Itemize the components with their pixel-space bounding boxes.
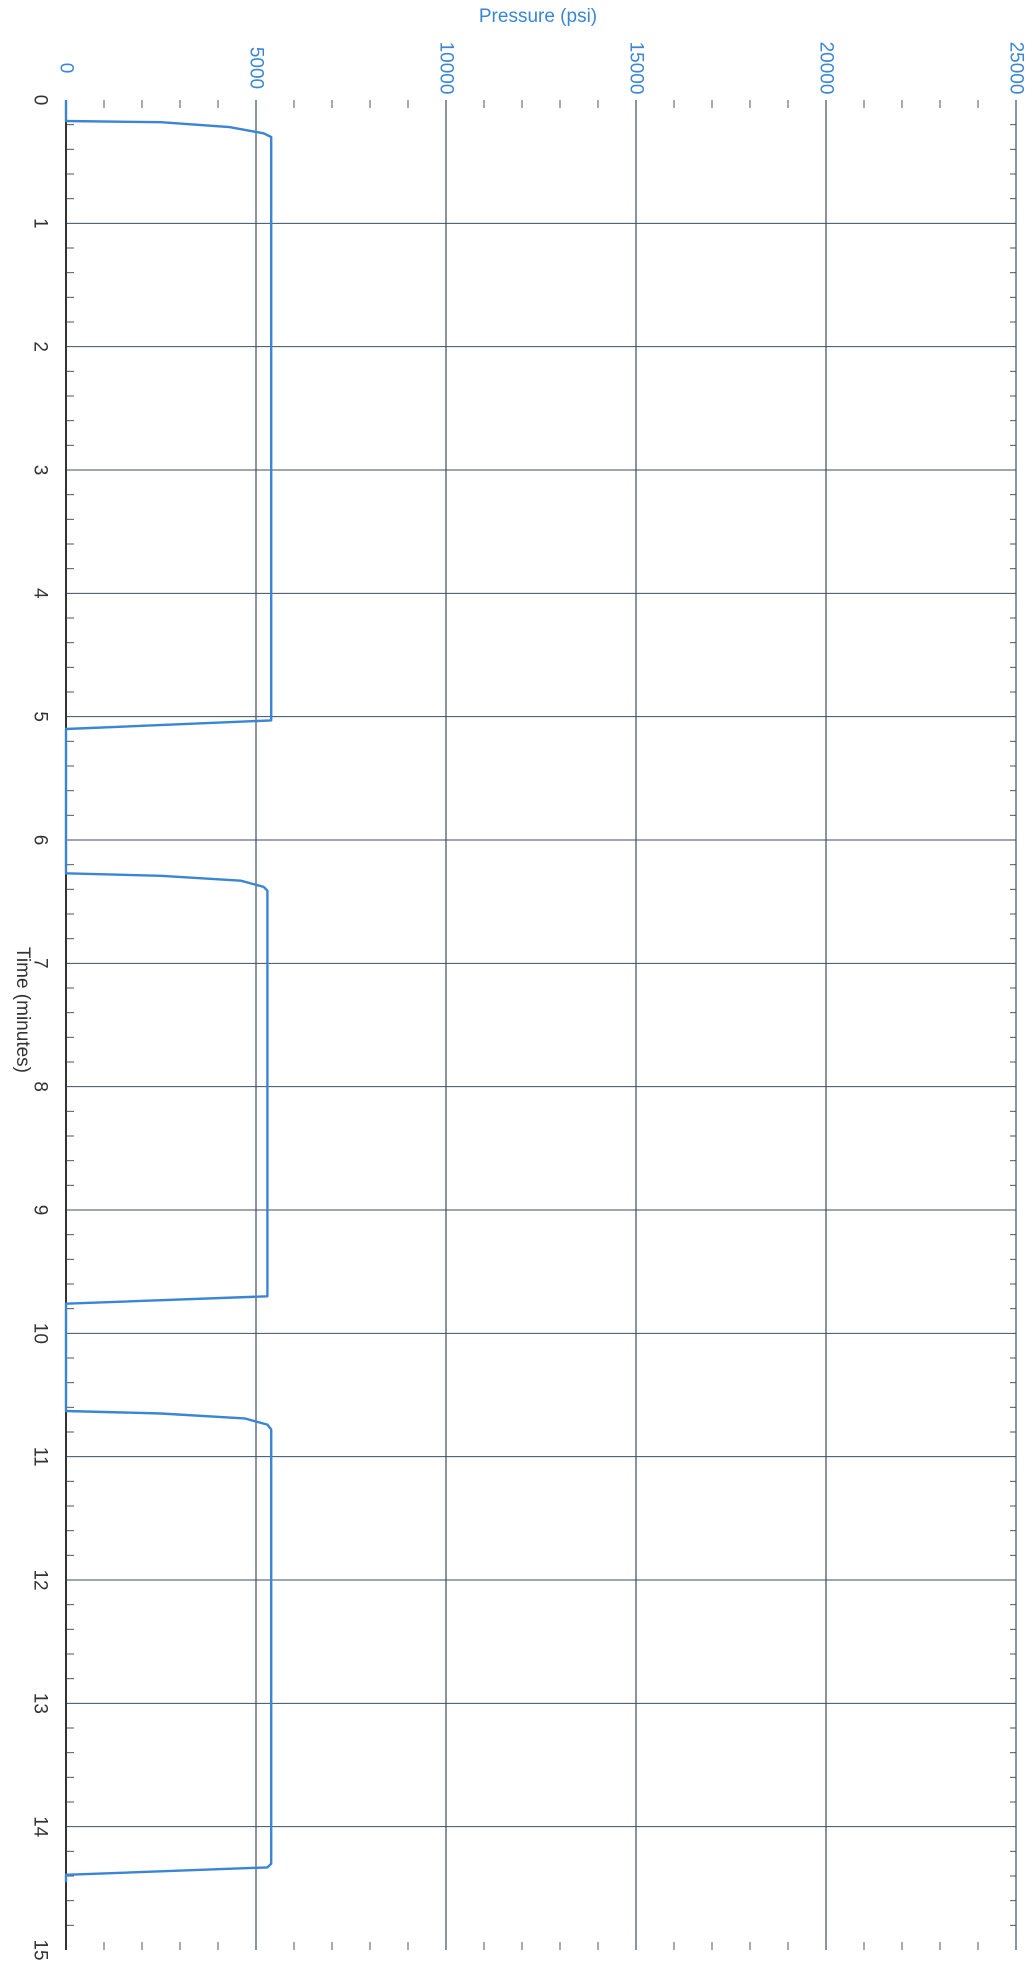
pressure-tick-label: 15000	[626, 42, 647, 95]
time-tick-label: 5	[30, 711, 51, 722]
time-tick-label: 14	[30, 1816, 51, 1838]
grid-lines	[66, 100, 1017, 1950]
pressure-tick-label: 25000	[1006, 42, 1027, 95]
plot-frame	[64, 100, 1017, 1950]
time-tick-label: 4	[30, 588, 51, 599]
pressure-series-line	[64, 100, 273, 1883]
time-tick-label: 12	[30, 1569, 51, 1590]
pressure-axis-title: Pressure (psi)	[479, 6, 597, 27]
time-tick-label: 1	[30, 218, 51, 229]
pressure-tick-label: 0	[56, 63, 77, 74]
time-tick-label: 8	[30, 1081, 51, 1092]
time-tick-label: 15	[30, 1939, 51, 1960]
time-tick-label: 2	[30, 341, 51, 352]
time-tick-label: 11	[30, 1447, 51, 1467]
pressure-tick-label: 5000	[246, 47, 267, 89]
time-tick-label: 6	[30, 835, 51, 846]
time-tick-label: 9	[30, 1205, 51, 1216]
pressure-tick-label: 10000	[436, 42, 457, 95]
time-tick-label: 7	[30, 958, 51, 969]
time-axis-title: Time (minutes)	[12, 947, 33, 1073]
time-tick-label: 3	[30, 465, 51, 476]
time-tick-label: 10	[30, 1323, 51, 1344]
series-group	[64, 100, 273, 1883]
pressure-tick-label: 20000	[816, 42, 837, 95]
time-tick-label: 13	[30, 1693, 51, 1714]
plot-area	[66, 100, 1016, 1950]
pressure-tick-labels: 0 5000 10000 15000 20000 25000	[56, 42, 1027, 95]
minor-ticks	[66, 100, 1016, 1950]
time-tick-label: 0	[30, 95, 51, 106]
